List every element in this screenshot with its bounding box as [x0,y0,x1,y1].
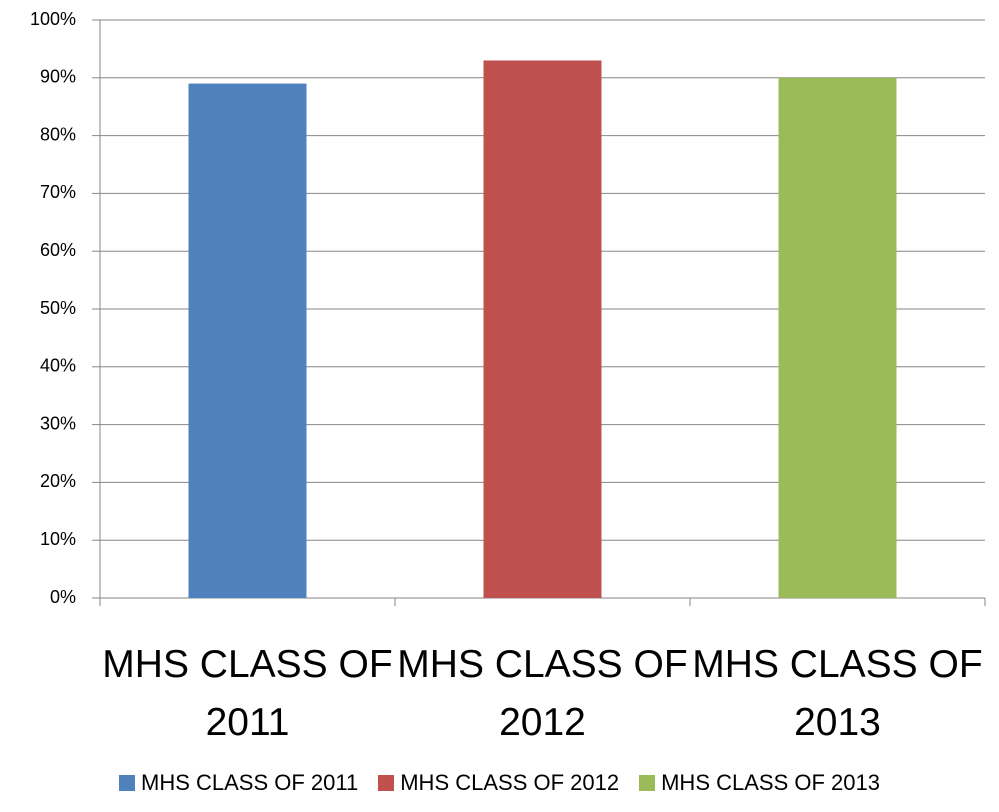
y-tick-label: 80% [40,124,76,144]
legend-swatch [119,775,135,791]
legend-item: MHS CLASS OF 2011 [119,770,358,796]
legend: MHS CLASS OF 2011 MHS CLASS OF 2012 MHS CL… [0,770,999,796]
y-tick-label: 20% [40,471,76,491]
y-tick-label: 0% [50,587,76,607]
y-tick-label: 90% [40,67,76,87]
legend-swatch [639,775,656,791]
legend-item: MHS CLASS OF 2012 [378,770,619,796]
bar [778,77,897,599]
y-tick-label: 50% [40,298,76,318]
legend-swatch [378,775,395,791]
legend-label: MHS CLASS OF 2013 [661,770,880,795]
legend-item: MHS CLASS OF 2013 [639,770,880,796]
y-tick-label: 30% [40,413,76,433]
y-tick-label: 70% [40,182,76,202]
bar [188,83,307,598]
bar [483,60,602,598]
legend-label: MHS CLASS OF 2011 [141,770,359,795]
legend-label: MHS CLASS OF 2012 [400,770,620,795]
y-tick-label: 60% [40,240,76,260]
x-tick-label: MHS CLASS OF 2013 [692,643,983,744]
x-tick-label: MHS CLASS OF 2011 [102,643,393,744]
y-tick-label: 10% [40,529,76,549]
chart: 0% 10% 20% 30% 40% 50% 60% 70% 80% 90% 100% [30,9,986,607]
x-tick-label: MHS CLASS OF 2012 [397,643,688,744]
y-tick-label: 100% [30,9,76,29]
y-tick-label: 40% [40,356,76,376]
